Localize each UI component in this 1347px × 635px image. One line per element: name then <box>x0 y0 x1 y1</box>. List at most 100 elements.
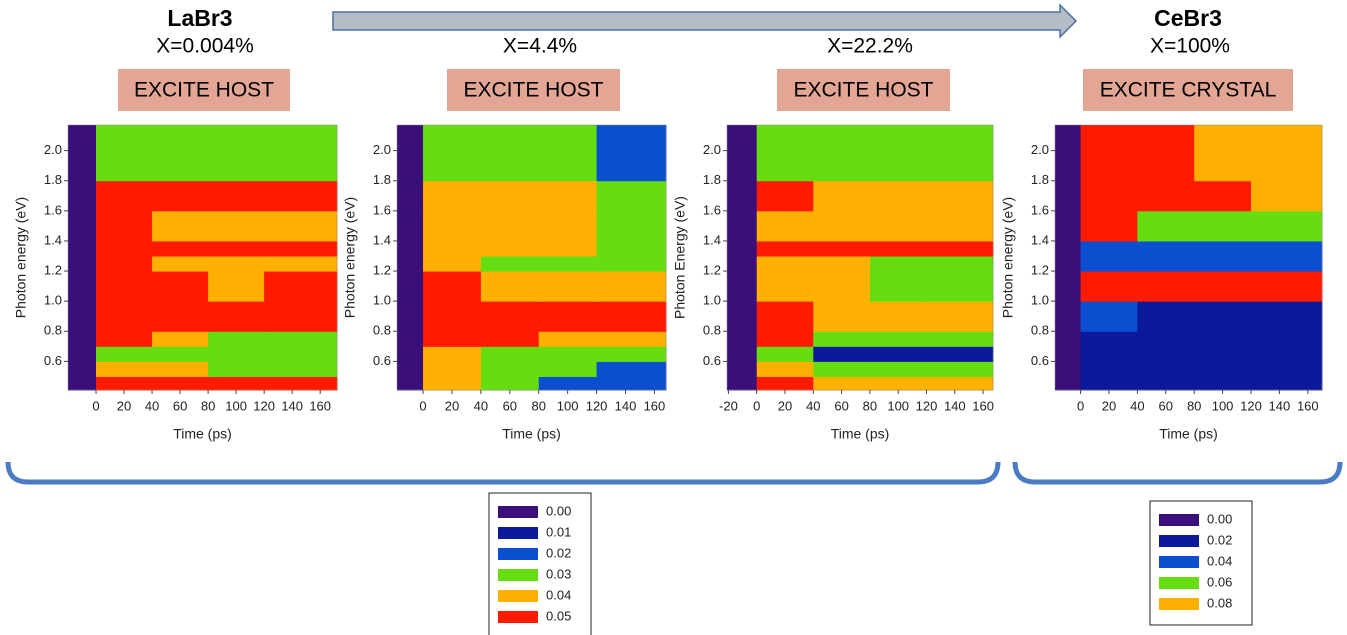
heatmap-cell <box>1250 301 1323 332</box>
heatmap-cell <box>813 331 871 347</box>
label-box <box>777 69 950 111</box>
x-tick-label: 80 <box>1187 398 1201 413</box>
x-tick-label: 60 <box>503 398 517 413</box>
heatmap-cell <box>397 361 424 377</box>
heatmap-cell <box>68 255 97 272</box>
x-tick-label: 0 <box>419 398 426 413</box>
legend-label: 0.03 <box>546 566 571 581</box>
heatmap-cell <box>596 240 667 257</box>
heatmap-cell <box>1055 376 1082 391</box>
x-tick-label: 60 <box>834 398 848 413</box>
heatmap-cell <box>264 271 338 302</box>
heatmap-cell <box>813 301 871 332</box>
heatmap-cell <box>480 271 540 302</box>
heatmap-cell <box>1080 255 1138 272</box>
heatmap-cell <box>1137 240 1195 257</box>
y-tick-label: 1.4 <box>703 232 721 247</box>
heatmap-cell <box>96 376 153 391</box>
heatmap-cell <box>68 301 97 332</box>
heatmap-cell <box>538 331 598 347</box>
x-axis-label: Time (ps) <box>1159 426 1218 442</box>
heatmap-cell <box>423 376 482 391</box>
y-tick-label: 1.2 <box>373 262 391 277</box>
x-tick-label: 140 <box>944 398 966 413</box>
y-tick-label: 2.0 <box>373 142 391 157</box>
heatmap-cell <box>1080 210 1138 242</box>
heatmap-cell <box>1250 346 1323 362</box>
x-tick-label: 140 <box>615 398 637 413</box>
heatmap-cell <box>727 361 758 377</box>
heatmap-cell <box>152 180 209 212</box>
heatmap-cell <box>68 210 97 242</box>
y-axis-label: Photon energy (eV) <box>1000 197 1016 318</box>
y-tick-label: 1.8 <box>373 172 391 187</box>
y-axis-label: Photon energy (eV) <box>13 197 29 318</box>
heatmap-cell <box>264 125 338 182</box>
heatmap-cell <box>813 376 871 391</box>
y-tick-label: 0.8 <box>703 323 721 338</box>
heatmap-cell <box>1080 125 1138 182</box>
heatmap-cell <box>926 346 994 362</box>
legend-swatch <box>1159 535 1199 547</box>
brace <box>5 461 1001 485</box>
brace <box>1012 461 1343 485</box>
heatmap-cell <box>1194 376 1252 391</box>
heatmap-cell <box>423 361 482 377</box>
heatmap-cell <box>1137 361 1195 377</box>
heatmap-cell <box>480 125 540 182</box>
heatmap-cell <box>813 255 871 272</box>
heatmap-cell <box>1137 346 1195 362</box>
heatmap-cell <box>1080 331 1138 347</box>
heatmap-cell <box>596 346 667 362</box>
heatmap-cell <box>397 331 424 347</box>
heatmap-cell <box>756 361 814 377</box>
legend-label: 0.08 <box>1207 595 1232 610</box>
heatmap-cell <box>96 271 153 302</box>
heatmap-cell <box>397 271 424 302</box>
x-axis-label: Time (ps) <box>173 426 232 442</box>
x-tick-label: 100 <box>557 398 579 413</box>
heatmap-cell <box>264 376 338 391</box>
panel-label: EXCITE HOST <box>793 79 933 102</box>
x-tick-label: 0 <box>753 398 760 413</box>
heatmap-cell <box>926 331 994 347</box>
heatmap-cell <box>423 331 482 347</box>
heatmap-cell <box>480 361 540 377</box>
heatmap-cell <box>813 210 871 242</box>
x-tick-label: 80 <box>863 398 877 413</box>
y-axis-label: Photon energy (eV) <box>342 197 358 318</box>
heatmap-cell <box>1137 210 1195 242</box>
heatmap-cell <box>538 180 598 212</box>
heatmap-cell <box>1250 255 1323 272</box>
heatmap-cell <box>926 376 994 391</box>
heatmap-cell <box>1080 301 1138 332</box>
heatmap-cell <box>1137 255 1195 272</box>
heatmap-cell <box>1194 240 1252 257</box>
heatmap-cell <box>1055 210 1082 242</box>
heatmap-cell <box>596 255 667 272</box>
heatmap-cell <box>926 301 994 332</box>
heatmap-cell <box>208 301 265 332</box>
legend-label: 0.05 <box>546 608 571 623</box>
heatmap-cell <box>423 301 482 332</box>
plot-frame <box>396 124 667 391</box>
x-tick-label: 20 <box>1102 398 1116 413</box>
heatmap-cell <box>1137 301 1195 332</box>
heatmap-cell <box>208 331 265 347</box>
heatmap-cell <box>264 210 338 242</box>
label-box <box>118 69 290 111</box>
x-axis-label: Time (ps) <box>502 426 561 442</box>
heatmap-cell <box>596 331 667 347</box>
x-tick-label: 100 <box>887 398 909 413</box>
heatmap-cell <box>538 255 598 272</box>
x-tick-label: 120 <box>253 398 275 413</box>
heatmap-cell <box>1194 346 1252 362</box>
heatmap-cell <box>727 331 758 347</box>
heatmap-cell <box>1250 180 1323 212</box>
x-tick-label: 100 <box>225 398 247 413</box>
heatmap-cell <box>813 346 871 362</box>
heatmap-cell <box>480 331 540 347</box>
heatmap-cell <box>756 240 814 257</box>
heatmap-cell <box>96 331 153 347</box>
x-tick-label: 140 <box>281 398 303 413</box>
